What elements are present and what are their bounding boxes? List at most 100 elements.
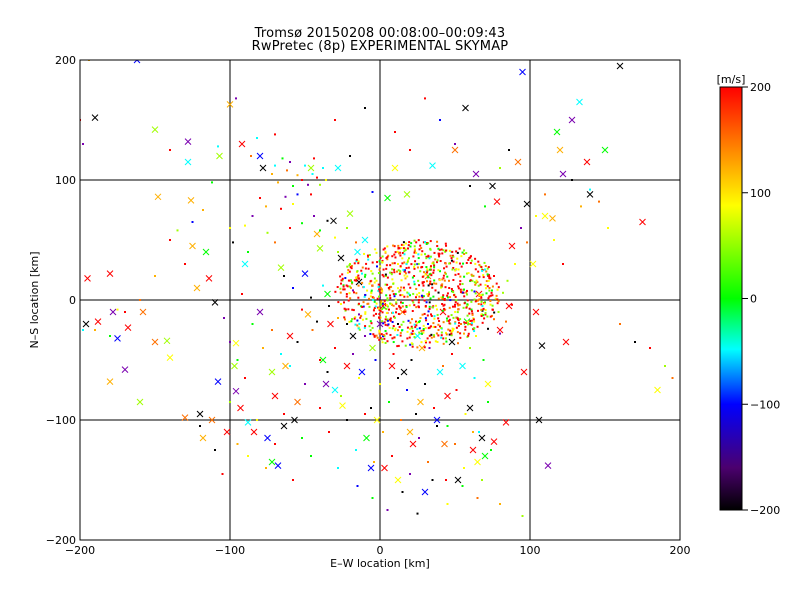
point-dot-86	[326, 371, 329, 373]
cluster-dot-217	[394, 329, 397, 332]
cluster-dot-285	[434, 340, 437, 343]
cluster-dot-392	[476, 299, 479, 302]
cluster-dot-717	[418, 331, 421, 334]
point-dot-97	[388, 401, 390, 403]
cluster-dot-318	[494, 297, 497, 300]
point-x-78	[433, 416, 441, 424]
cluster-dot-224	[343, 307, 346, 310]
point-dot-132	[337, 467, 339, 469]
point-dot-249	[476, 497, 479, 499]
point-x-117	[601, 146, 609, 154]
cluster-dot-730	[359, 316, 362, 319]
cluster-dot-771	[350, 267, 353, 270]
cluster-dot-118	[413, 304, 416, 307]
point-dot-182	[403, 311, 405, 313]
point-dot-115	[469, 347, 471, 349]
cluster-dot-587	[465, 321, 468, 324]
cluster-dot-671	[368, 297, 371, 300]
point-dot-171	[328, 305, 330, 307]
cluster-dot-823	[406, 291, 409, 294]
cluster-dot-879	[397, 269, 400, 272]
point-dot-189	[445, 337, 447, 340]
point-dot-121	[236, 443, 239, 445]
point-dot-154	[202, 209, 204, 211]
point-dot-21	[280, 207, 282, 210]
point-dot-172	[337, 317, 339, 319]
cluster-dot-694	[440, 327, 443, 330]
point-dot-123	[256, 419, 258, 421]
cluster-dot-442	[360, 305, 363, 308]
point-dot-144	[445, 479, 447, 481]
point-dot-42	[376, 265, 378, 268]
point-x-48	[327, 320, 334, 328]
cluster-dot-21	[396, 333, 399, 336]
point-dot-70	[497, 311, 500, 313]
cluster-dot-513	[466, 323, 469, 326]
point-dot-129	[310, 455, 312, 457]
cluster-dot-446	[360, 314, 363, 317]
point-dot-106	[428, 347, 431, 349]
point-x-77	[429, 162, 436, 169]
cluster-dot-731	[418, 327, 421, 330]
cluster-dot-430	[406, 330, 409, 333]
cluster-dot-46	[480, 303, 483, 306]
cluster-dot-230	[413, 274, 416, 277]
point-x-0	[91, 114, 99, 121]
x-tick-label-2: 0	[377, 544, 384, 557]
point-dot-25	[232, 241, 234, 244]
cluster-dot-542	[365, 317, 368, 320]
cluster-dot-755	[450, 314, 453, 317]
point-x-3	[121, 366, 129, 373]
point-dot-15	[281, 157, 284, 160]
cluster-dot-403	[410, 242, 413, 245]
point-x-43	[301, 270, 309, 277]
cluster-dot-301	[452, 266, 455, 269]
cluster-dot-539	[458, 321, 461, 324]
cluster-dot-209	[360, 269, 363, 272]
cluster-dot-463	[497, 286, 500, 289]
cluster-dot-760	[386, 283, 389, 286]
cluster-dot-28	[386, 340, 389, 343]
cluster-dot-787	[443, 307, 446, 310]
point-x-33	[256, 152, 264, 160]
point-x-8	[151, 338, 159, 346]
cluster-dot-518	[390, 285, 393, 288]
point-dot-228	[334, 119, 336, 121]
cluster-dot-540	[373, 277, 376, 280]
point-x-124	[109, 308, 117, 316]
cluster-dot-666	[349, 266, 352, 269]
cluster-dot-571	[474, 268, 477, 271]
cluster-dot-734	[478, 275, 481, 278]
point-dot-2	[289, 161, 291, 163]
cluster-dot-761	[391, 268, 394, 271]
point-dot-20	[292, 203, 294, 205]
cluster-dot-475	[465, 261, 468, 264]
cluster-dot-640	[378, 288, 381, 291]
cluster-dot-163	[389, 319, 392, 322]
chart-title: Tromsø 20150208 00:08:00–00:09:43	[254, 26, 506, 41]
point-dot-45	[388, 308, 390, 311]
cluster-dot-418	[433, 315, 436, 318]
point-dot-196	[487, 327, 489, 330]
cluster-dot-631	[392, 304, 395, 307]
cluster-dot-204	[375, 302, 378, 305]
point-dot-232	[394, 131, 396, 133]
cluster-dot-15	[433, 335, 436, 338]
cluster-dot-825	[407, 266, 410, 269]
cluster-dot-725	[379, 303, 382, 306]
cluster-dot-388	[378, 313, 381, 316]
cluster-dot-485	[358, 328, 361, 331]
point-x-27	[231, 362, 238, 370]
point-dot-216	[671, 377, 674, 379]
cluster-dot-41	[429, 266, 432, 269]
cluster-dot-263	[463, 302, 466, 305]
cluster-dot-678	[489, 299, 492, 302]
point-x-99	[508, 242, 516, 250]
cluster-dot-426	[481, 269, 484, 272]
cluster-dot-397	[487, 297, 490, 300]
point-dot-111	[451, 353, 453, 355]
cluster-dot-271	[396, 250, 399, 253]
cluster-dot-507	[408, 257, 411, 260]
cluster-dot-169	[409, 286, 412, 289]
cluster-dot-689	[438, 320, 441, 323]
